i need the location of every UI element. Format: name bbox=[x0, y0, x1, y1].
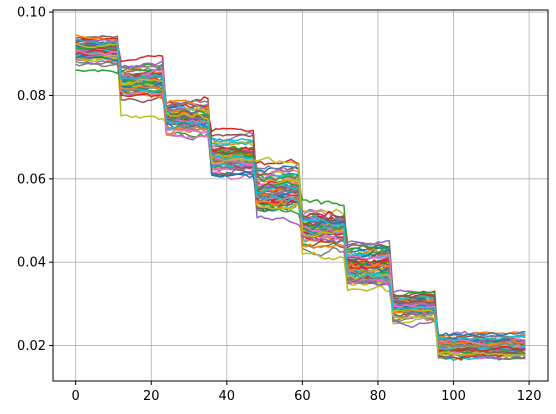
x-tick-label: 100 bbox=[441, 389, 466, 404]
series-line bbox=[75, 43, 526, 357]
x-tick-label: 0 bbox=[72, 389, 80, 404]
x-tick-label: 120 bbox=[517, 389, 542, 404]
ticks bbox=[49, 11, 530, 385]
x-tick-label: 40 bbox=[219, 389, 236, 404]
y-tick-label: 0.10 bbox=[17, 6, 46, 21]
series-group bbox=[75, 34, 526, 362]
y-tick-label: 0.06 bbox=[17, 172, 46, 187]
x-tick-label: 80 bbox=[370, 389, 387, 404]
y-tick-label: 0.04 bbox=[17, 256, 46, 271]
grid bbox=[53, 10, 548, 381]
y-tick-label: 0.02 bbox=[17, 339, 46, 354]
y-tick-labels: 0.02 0.04 0.06 0.08 0.10 bbox=[17, 6, 46, 354]
x-tick-labels: 0 20 40 60 80 100 120 bbox=[72, 389, 542, 404]
series-line bbox=[75, 38, 526, 341]
x-tick-label: 20 bbox=[143, 389, 160, 404]
x-tick-label: 60 bbox=[294, 389, 311, 404]
plot-frame bbox=[52, 9, 549, 382]
y-tick-label: 0.08 bbox=[17, 89, 46, 104]
